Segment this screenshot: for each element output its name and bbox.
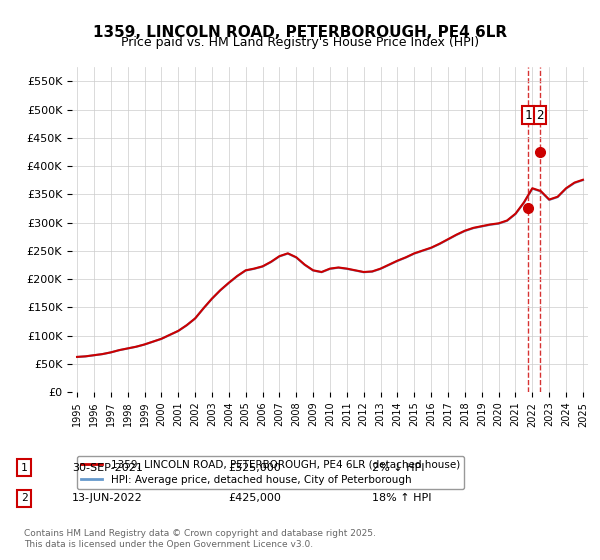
Text: 1: 1 (20, 463, 28, 473)
Text: £425,000: £425,000 (228, 493, 281, 503)
Text: Price paid vs. HM Land Registry's House Price Index (HPI): Price paid vs. HM Land Registry's House … (121, 36, 479, 49)
Text: 13-JUN-2022: 13-JUN-2022 (72, 493, 143, 503)
Text: 2% ↓ HPI: 2% ↓ HPI (372, 463, 425, 473)
Text: 1: 1 (524, 109, 532, 122)
Legend: 1359, LINCOLN ROAD, PETERBOROUGH, PE4 6LR (detached house), HPI: Average price, : 1359, LINCOLN ROAD, PETERBOROUGH, PE4 6L… (77, 456, 464, 489)
Text: 2: 2 (20, 493, 28, 503)
Text: 1359, LINCOLN ROAD, PETERBOROUGH, PE4 6LR: 1359, LINCOLN ROAD, PETERBOROUGH, PE4 6L… (93, 25, 507, 40)
Text: 2: 2 (536, 109, 544, 122)
Text: £325,000: £325,000 (228, 463, 281, 473)
Text: 18% ↑ HPI: 18% ↑ HPI (372, 493, 431, 503)
Text: 30-SEP-2021: 30-SEP-2021 (72, 463, 143, 473)
Text: Contains HM Land Registry data © Crown copyright and database right 2025.
This d: Contains HM Land Registry data © Crown c… (24, 529, 376, 549)
